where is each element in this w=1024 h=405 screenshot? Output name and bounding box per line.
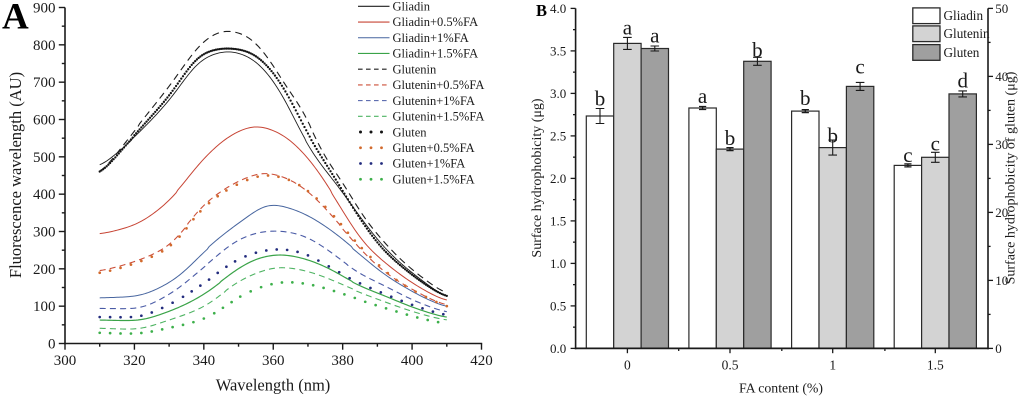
svg-text:700: 700	[33, 75, 56, 91]
svg-text:Wavelength (nm): Wavelength (nm)	[216, 376, 331, 395]
svg-text:400: 400	[33, 187, 56, 203]
svg-text:c: c	[931, 132, 940, 156]
svg-text:b: b	[595, 87, 606, 111]
svg-text:b: b	[800, 86, 811, 110]
svg-text:Gluten: Gluten	[393, 125, 428, 139]
svg-text:20: 20	[995, 205, 1008, 220]
svg-text:320: 320	[123, 353, 146, 369]
svg-text:Gliadin: Gliadin	[944, 8, 984, 23]
svg-text:2.5: 2.5	[550, 128, 566, 143]
svg-text:4.0: 4.0	[550, 1, 566, 16]
svg-text:300: 300	[33, 225, 56, 241]
svg-text:Gluten: Gluten	[944, 45, 980, 60]
svg-text:0.5: 0.5	[550, 298, 566, 313]
svg-text:d: d	[957, 69, 968, 93]
svg-text:Gliadin+1.5%FA: Gliadin+1.5%FA	[393, 47, 479, 61]
svg-text:380: 380	[331, 353, 354, 369]
svg-text:Glutenin+1.5%FA: Glutenin+1.5%FA	[393, 110, 485, 124]
svg-text:c: c	[855, 55, 864, 79]
svg-text:b: b	[827, 124, 838, 148]
svg-text:40: 40	[995, 69, 1008, 84]
svg-text:500: 500	[33, 150, 56, 166]
svg-text:Surface hydrophobicity (μg): Surface hydrophobicity (μg)	[530, 98, 545, 257]
svg-text:0: 0	[48, 337, 56, 353]
svg-text:Glutenin: Glutenin	[944, 26, 991, 41]
svg-text:Gliadin+1%FA: Gliadin+1%FA	[393, 31, 469, 45]
svg-text:100: 100	[33, 299, 56, 315]
svg-text:600: 600	[33, 113, 56, 129]
svg-text:c: c	[903, 143, 912, 167]
svg-text:800: 800	[33, 38, 56, 54]
svg-text:1: 1	[829, 358, 836, 373]
svg-text:400: 400	[401, 353, 424, 369]
svg-text:0.0: 0.0	[550, 341, 566, 356]
svg-text:0: 0	[624, 358, 631, 373]
svg-text:900: 900	[33, 1, 56, 17]
svg-text:A: A	[2, 0, 29, 38]
svg-text:300: 300	[54, 353, 77, 369]
svg-text:420: 420	[470, 353, 493, 369]
svg-text:200: 200	[33, 262, 56, 278]
svg-text:Gliadin+0.5%FA: Gliadin+0.5%FA	[393, 15, 479, 29]
svg-text:Glutenin+0.5%FA: Glutenin+0.5%FA	[393, 78, 485, 92]
svg-text:340: 340	[193, 353, 216, 369]
svg-text:Gluten+0.5%FA: Gluten+0.5%FA	[393, 141, 475, 155]
svg-text:3.5: 3.5	[550, 43, 566, 58]
svg-text:0.5: 0.5	[722, 358, 739, 373]
svg-text:Gluten+1%FA: Gluten+1%FA	[393, 157, 466, 171]
svg-text:2.0: 2.0	[550, 171, 566, 186]
svg-text:Glutenin+1%FA: Glutenin+1%FA	[393, 94, 476, 108]
svg-text:3.0: 3.0	[550, 86, 566, 101]
svg-text:B: B	[536, 1, 547, 20]
svg-text:a: a	[650, 24, 660, 48]
svg-text:1.5: 1.5	[927, 358, 944, 373]
svg-text:10: 10	[995, 273, 1008, 288]
svg-text:Glutenin: Glutenin	[393, 62, 437, 76]
svg-text:b: b	[752, 38, 763, 62]
svg-text:50: 50	[995, 1, 1008, 16]
svg-text:360: 360	[262, 353, 285, 369]
svg-text:a: a	[698, 84, 708, 108]
svg-text:FA content (%): FA content (%)	[739, 381, 823, 397]
svg-text:Surface hydrophobicity of glut: Surface hydrophobicity of gluten (μg)	[1004, 71, 1019, 284]
svg-text:b: b	[725, 126, 736, 150]
svg-text:Fluorescence wavelength (AU): Fluorescence wavelength (AU)	[6, 72, 25, 278]
svg-text:1.5: 1.5	[550, 213, 566, 228]
svg-text:Gliadin: Gliadin	[393, 0, 431, 14]
svg-text:1.0: 1.0	[550, 256, 566, 271]
svg-text:0: 0	[995, 341, 1002, 356]
svg-text:Gluten+1.5%FA: Gluten+1.5%FA	[393, 172, 475, 186]
svg-text:30: 30	[995, 137, 1008, 152]
svg-text:a: a	[623, 16, 633, 40]
